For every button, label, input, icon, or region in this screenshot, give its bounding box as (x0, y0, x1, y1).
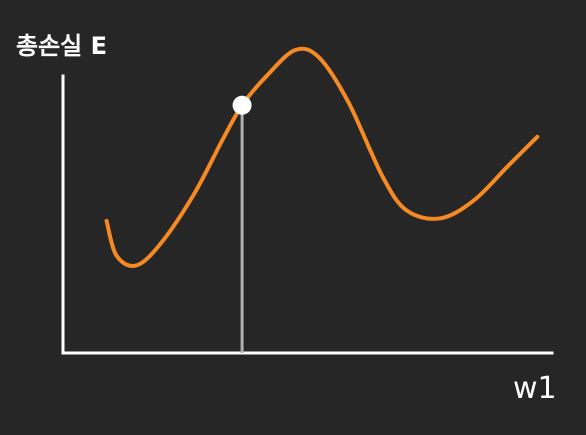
current-weight-point (232, 95, 252, 115)
x-axis-label: w1 (513, 371, 557, 406)
loss-curve (104, 46, 540, 269)
y-axis-label: 총손실 E (16, 32, 107, 60)
